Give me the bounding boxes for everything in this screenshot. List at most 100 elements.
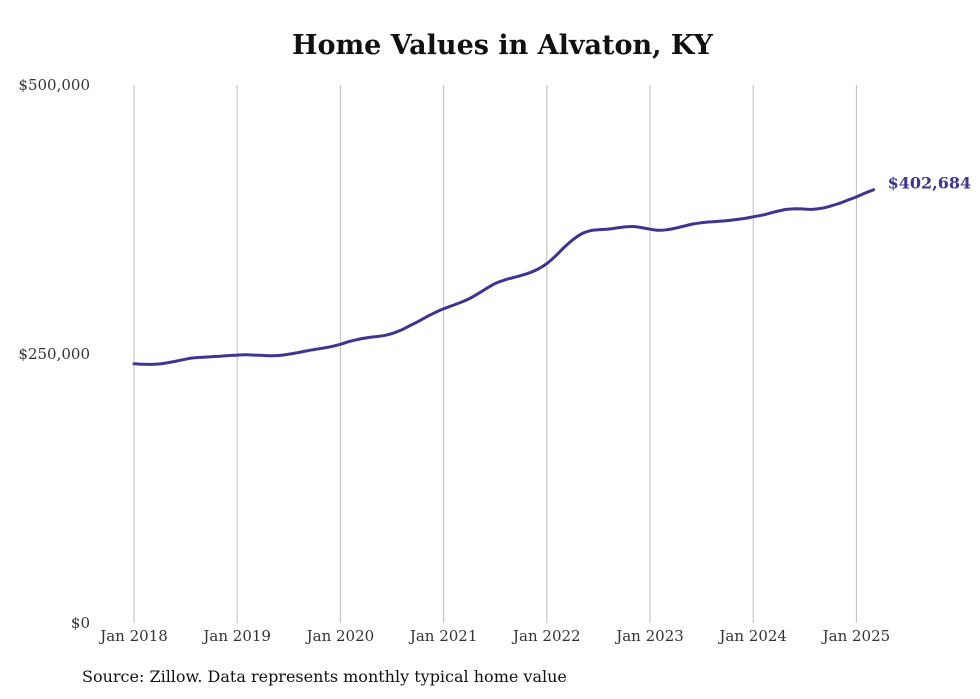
data-point xyxy=(657,229,659,231)
data-point xyxy=(210,356,212,358)
x-axis-ticks: Jan 2018 Jan 2019 Jan 2020 Jan 2021 Jan 2022… xyxy=(98,627,890,645)
x-tick-label: Jan 2019 xyxy=(201,627,271,645)
chart-title: Home Values in Alvaton, KY xyxy=(292,30,713,61)
data-point xyxy=(451,304,453,306)
data-point xyxy=(399,329,401,331)
data-point xyxy=(606,228,608,230)
data-point xyxy=(666,229,668,231)
data-point xyxy=(743,217,745,219)
data-point xyxy=(692,223,694,225)
data-point xyxy=(752,216,754,218)
data-point xyxy=(546,262,548,264)
data-point xyxy=(709,221,711,223)
data-point xyxy=(503,279,505,281)
data-point xyxy=(838,202,840,204)
x-tick-label: Jan 2018 xyxy=(98,627,168,645)
data-point xyxy=(485,287,487,289)
data-point xyxy=(391,332,393,334)
y-tick-label: $500,000 xyxy=(18,76,90,94)
data-point xyxy=(511,277,513,279)
data-point xyxy=(623,226,625,228)
data-point xyxy=(769,212,771,214)
data-point xyxy=(150,363,152,365)
data-point xyxy=(141,363,143,365)
data-point xyxy=(236,354,238,356)
data-point xyxy=(193,357,195,359)
y-axis-ticks: $0 $250,000 $500,000 xyxy=(18,76,90,632)
x-tick-label: Jan 2020 xyxy=(305,627,375,645)
y-tick-label: $250,000 xyxy=(18,345,90,363)
data-point xyxy=(528,272,530,274)
data-point xyxy=(614,227,616,229)
data-point xyxy=(365,337,367,339)
data-point xyxy=(554,255,556,257)
source-note: Source: Zillow. Data represents monthly … xyxy=(82,667,567,686)
data-point xyxy=(864,192,866,194)
data-point xyxy=(339,343,341,345)
data-point xyxy=(184,358,186,360)
data-point xyxy=(735,218,737,220)
data-point xyxy=(520,274,522,276)
data-point xyxy=(597,229,599,231)
x-tick-label: Jan 2021 xyxy=(408,627,478,645)
x-tick-label: Jan 2023 xyxy=(614,627,684,645)
end-value-label: $402,684 xyxy=(888,174,972,193)
data-point xyxy=(322,347,324,349)
series-line xyxy=(132,188,876,366)
data-point xyxy=(133,363,135,365)
data-point xyxy=(296,352,298,354)
y-tick-label: $0 xyxy=(71,614,90,632)
data-point xyxy=(804,208,806,210)
data-point xyxy=(847,199,849,201)
x-tick-label: Jan 2022 xyxy=(511,627,581,645)
data-point xyxy=(571,239,573,241)
data-point xyxy=(829,205,831,207)
data-point xyxy=(718,220,720,222)
data-point xyxy=(683,225,685,227)
data-point xyxy=(374,336,376,338)
data-point xyxy=(580,233,582,235)
data-point xyxy=(675,227,677,229)
data-point xyxy=(812,208,814,210)
data-point xyxy=(331,345,333,347)
data-point xyxy=(494,282,496,284)
data-point xyxy=(279,354,281,356)
data-point xyxy=(761,214,763,216)
data-point xyxy=(159,363,161,365)
data-point xyxy=(589,230,591,232)
data-point xyxy=(245,354,247,356)
data-point xyxy=(288,353,290,355)
data-point xyxy=(356,338,358,340)
data-point xyxy=(442,308,444,310)
data-point xyxy=(219,355,221,357)
data-point xyxy=(700,222,702,224)
data-point xyxy=(786,208,788,210)
series-layer xyxy=(132,188,876,366)
data-point xyxy=(726,219,728,221)
x-tick-label: Jan 2024 xyxy=(717,627,787,645)
data-point xyxy=(434,311,436,313)
data-point xyxy=(425,316,427,318)
data-point xyxy=(176,360,178,362)
data-point xyxy=(477,293,479,295)
data-point xyxy=(313,348,315,350)
data-point xyxy=(305,350,307,352)
data-point xyxy=(855,196,857,198)
data-point xyxy=(408,325,410,327)
data-point xyxy=(460,301,462,303)
label-layer: $402,684 xyxy=(888,174,972,193)
data-point xyxy=(382,335,384,337)
data-point xyxy=(348,340,350,342)
data-point xyxy=(872,189,874,191)
data-point xyxy=(202,356,204,358)
data-point xyxy=(632,225,634,227)
data-point xyxy=(649,228,651,230)
data-point xyxy=(167,361,169,363)
data-point xyxy=(778,210,780,212)
data-point xyxy=(821,207,823,209)
x-tick-label: Jan 2025 xyxy=(821,627,891,645)
data-point xyxy=(563,246,565,248)
data-point xyxy=(227,354,229,356)
data-point xyxy=(537,268,539,270)
